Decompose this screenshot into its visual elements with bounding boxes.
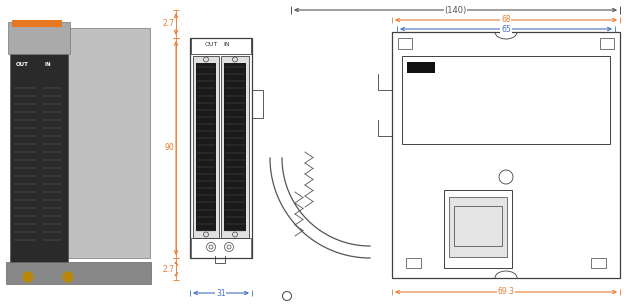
Bar (193, 56, 219, 238)
Bar (191, 238, 251, 258)
Circle shape (63, 272, 73, 282)
Bar (449, 197, 507, 257)
Text: 2.7: 2.7 (163, 264, 175, 274)
Bar (591, 258, 606, 268)
Bar (10, 30, 68, 268)
Bar (406, 258, 421, 268)
Bar (221, 56, 249, 238)
Bar (8, 22, 70, 54)
Text: 69.3: 69.3 (497, 288, 515, 296)
Text: 31: 31 (216, 289, 226, 297)
Text: IN: IN (45, 63, 51, 67)
Text: OUT: OUT (16, 63, 28, 67)
Bar (68, 28, 150, 258)
Bar (454, 206, 502, 246)
Text: IN: IN (224, 41, 230, 46)
Bar (191, 38, 251, 54)
Text: 65: 65 (501, 24, 511, 34)
Bar (402, 56, 610, 144)
Text: 68: 68 (501, 16, 511, 24)
Bar (407, 62, 435, 73)
Bar (600, 38, 614, 49)
Bar (12, 20, 62, 27)
Bar (398, 38, 412, 49)
Bar (6, 262, 151, 284)
Bar (392, 32, 620, 278)
Bar (252, 90, 263, 118)
Text: (140): (140) (445, 5, 466, 15)
Circle shape (23, 272, 33, 282)
Text: OUT: OUT (204, 41, 218, 46)
Text: 2.7: 2.7 (163, 20, 175, 28)
Text: 90: 90 (164, 143, 174, 152)
Bar (224, 63, 246, 231)
Bar (444, 190, 512, 268)
Bar (196, 63, 216, 231)
Bar (190, 38, 252, 258)
